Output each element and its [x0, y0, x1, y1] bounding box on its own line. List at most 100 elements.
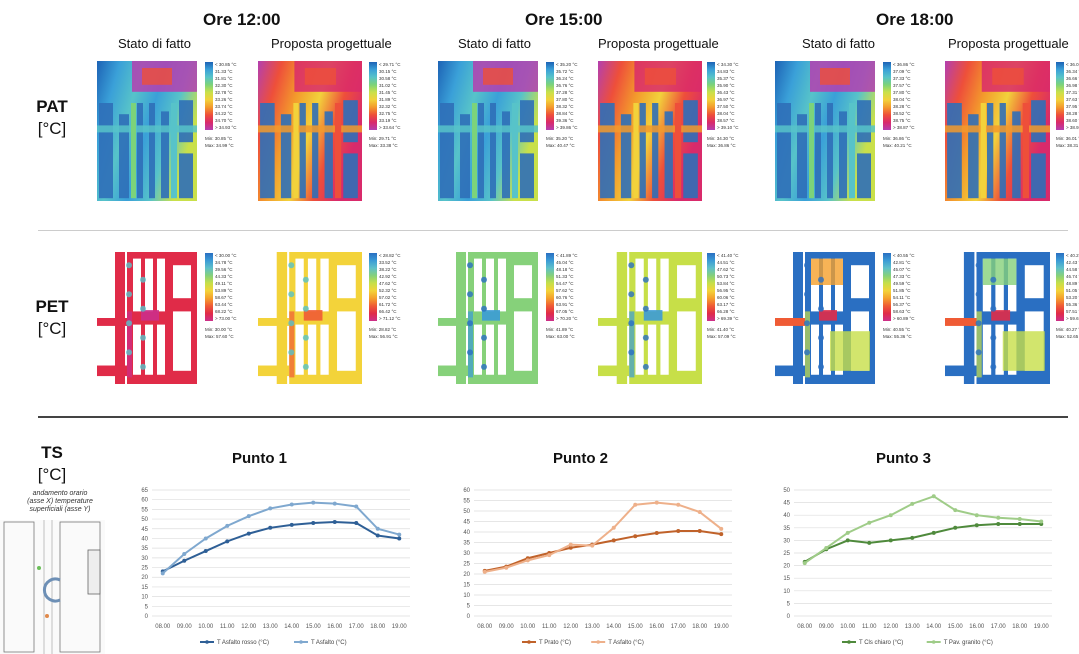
legend-label: 36.66 °C	[1066, 76, 1079, 81]
y-tick-label: 10	[463, 593, 470, 599]
legend-label: 38.52 °C	[893, 111, 911, 116]
legend-label: 51.05 °C	[1066, 288, 1079, 293]
x-tick-label: 08.00	[797, 624, 813, 630]
inset-site-plan: andamento orario (asse X) temperature su…	[0, 490, 105, 654]
data-point	[910, 535, 915, 540]
row-label-pat-name: PAT	[36, 97, 68, 116]
legend-label: 48.89 °C	[1066, 281, 1079, 286]
data-point	[676, 502, 681, 507]
chart-title-punto-1: Punto 1	[232, 450, 287, 467]
legend-label: > 38.92 °C	[1066, 125, 1079, 130]
time-title-15: Ore 15:00	[525, 10, 603, 29]
data-point	[931, 494, 936, 499]
legend-label: > 60.89 °C	[893, 316, 915, 321]
data-point	[996, 522, 1001, 527]
legend-label: 47.62 °C	[717, 267, 735, 272]
legend-label: 56.37 °C	[893, 302, 911, 307]
y-tick-label: 45	[141, 527, 148, 533]
legend-label: 33.19 °C	[379, 118, 397, 123]
legend-label: > 33.64 °C	[379, 125, 401, 130]
data-point	[547, 553, 552, 558]
data-point	[867, 540, 872, 545]
legend-label: 52.32 °C	[379, 288, 397, 293]
chart-punto-2: 0 5 10 15 20 25 30 35 40 45 50 55 60 08.00 09.00 10.00 1…	[463, 488, 732, 646]
x-tick-label: 12.00	[563, 624, 579, 630]
legend-label: < 36.01 °C	[1066, 62, 1079, 67]
y-tick-label: 15	[141, 585, 148, 591]
legend-label: 63.44 °C	[215, 302, 233, 307]
data-point	[225, 539, 230, 544]
legend-label: 36.24 °C	[556, 76, 574, 81]
legend-label: 33.74 °C	[215, 104, 233, 109]
data-point	[397, 532, 402, 537]
x-tick-label: 16.00	[649, 624, 665, 630]
legend-label: 31.45 °C	[379, 90, 397, 95]
legend-label: < 40.27 °C	[1066, 253, 1079, 258]
inset-note-line-3: superficiali (asse Y)	[29, 506, 91, 513]
y-tick-label: 25	[141, 566, 148, 572]
x-tick-label: 08.00	[155, 624, 171, 630]
legend-label: 42.92 °C	[379, 274, 397, 279]
data-point	[633, 502, 638, 507]
legend-label: 34.78 °C	[215, 260, 233, 265]
time-title-12: Ore 12:00	[203, 10, 281, 29]
data-point	[568, 542, 573, 547]
x-tick-label: 17.00	[349, 624, 365, 630]
legend-label: T Prato (°C)	[539, 640, 571, 646]
pat-map-2	[258, 61, 362, 201]
row-label-pat: PAT [°C]	[28, 96, 76, 140]
legend-label: > 73.00 °C	[215, 316, 237, 321]
x-tick-label: 09.00	[499, 624, 515, 630]
legend-label: 67.05 °C	[556, 309, 574, 314]
scenario-proposal-15: Proposta progettuale	[598, 36, 719, 51]
legend-label: 38.75 °C	[893, 118, 911, 123]
data-point	[332, 501, 337, 506]
legend-label: 38.04 °C	[717, 111, 735, 116]
legend-label: 37.33 °C	[893, 76, 911, 81]
legend-label: 32.30 °C	[215, 83, 233, 88]
data-point	[182, 551, 187, 556]
legend-label: 58.67 °C	[215, 295, 233, 300]
row-label-ts: TS [°C]	[28, 442, 76, 486]
legend-min: Min: 34.30 °C	[707, 136, 735, 141]
legend-marker	[527, 640, 531, 644]
x-tick-label: 13.00	[585, 624, 601, 630]
legend-label: 63.17 °C	[717, 302, 735, 307]
data-point	[354, 520, 359, 525]
x-tick-label: 17.00	[671, 624, 687, 630]
scenario-proposal-18: Proposta progettuale	[948, 36, 1069, 51]
pet-map-2	[258, 252, 362, 384]
data-point	[1017, 516, 1022, 521]
legend-min: Min: 29.71 °C	[369, 136, 397, 141]
legend-color-scale	[369, 62, 377, 130]
legend-label: > 34.93 °C	[215, 125, 237, 130]
x-tick-label: 10.00	[840, 624, 856, 630]
y-tick-label: 35	[463, 541, 470, 547]
legend-min: Min: 28.82 °C	[369, 327, 397, 332]
y-tick-label: 20	[463, 572, 470, 578]
legend-label: > 69.39 °C	[717, 316, 739, 321]
legend-label: 53.20 °C	[1066, 295, 1079, 300]
data-point	[268, 525, 273, 530]
y-tick-label: 10	[141, 595, 148, 601]
data-point	[246, 514, 251, 519]
pet-map-5	[775, 252, 875, 384]
legend-label: 45.04 °C	[556, 260, 574, 265]
legend-label: 30.15 °C	[379, 69, 397, 74]
x-tick-label: 16.00	[969, 624, 985, 630]
series-line-1	[162, 520, 400, 573]
data-point	[289, 502, 294, 507]
series-line-2	[484, 501, 722, 573]
chart-title-punto-2: Punto 2	[553, 450, 608, 467]
legend-label: 30.58 °C	[379, 76, 397, 81]
data-point	[203, 549, 208, 554]
data-point	[996, 515, 1001, 520]
pat-map-1	[97, 61, 197, 201]
data-point	[824, 545, 829, 550]
y-tick-label: 10	[783, 589, 790, 595]
legend-label: 57.51 °C	[1066, 309, 1079, 314]
legend-label: 33.52 °C	[379, 260, 397, 265]
legend-label: 34.83 °C	[717, 69, 735, 74]
legend-label: 66.28 °C	[717, 309, 735, 314]
y-tick-label: 40	[783, 513, 790, 519]
